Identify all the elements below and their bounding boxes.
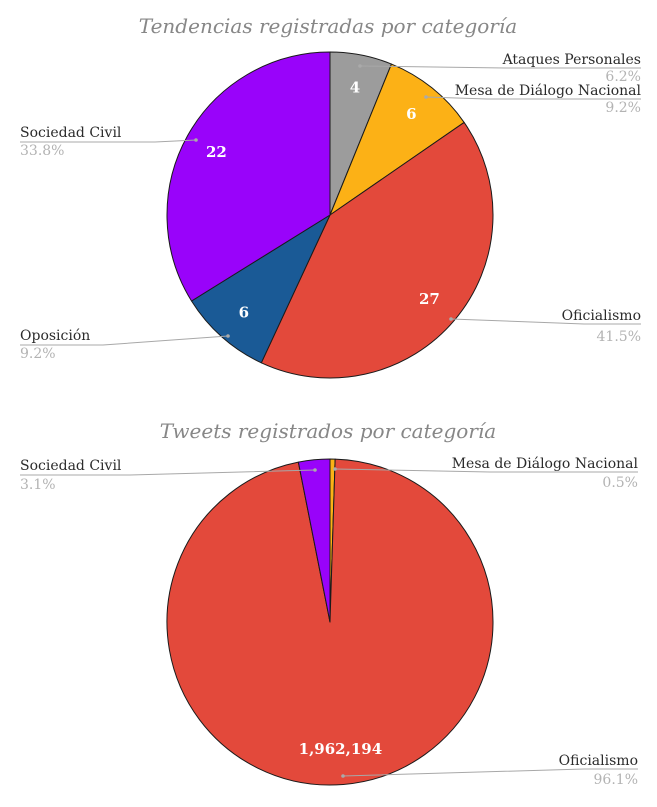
leader-dot-oficialismo-tweets <box>341 774 345 778</box>
tweets-chart-title: Tweets registrados por categoría <box>160 419 496 443</box>
trends-chart-title: Tendencias registradas por categoría <box>139 14 517 38</box>
tweets-pie <box>166 458 494 786</box>
label-sociedad-civil-tweets: Sociedad Civil <box>20 458 122 474</box>
label-oposicion: Oposición <box>20 328 90 344</box>
label-mesa-dialogo-trends: Mesa de Diálogo Nacional <box>455 83 642 99</box>
leader-dot-oficialismo-trends <box>449 317 453 321</box>
pct-oposicion: 9.2% <box>20 346 56 362</box>
pct-ataques-personales: 6.2% <box>605 69 641 85</box>
value-label-mesa-de-dialogo-nacional: 6 <box>406 105 416 123</box>
leader-line-oficialismo-trends <box>450 318 641 325</box>
label-oficialismo-tweets: Oficialismo <box>559 753 638 769</box>
trends-pie <box>166 51 494 379</box>
leader-dot-mesa-dialogo-trends <box>424 95 428 99</box>
pie-slice-oficialismo <box>260 121 494 379</box>
leader-dot-ataques-personales <box>358 64 362 68</box>
tweets-pie-value-labels: 1,962,194 <box>299 740 383 758</box>
leader-line-ataques-personales <box>359 65 641 69</box>
pie-slice-sociedad-civil <box>297 458 331 623</box>
pct-sociedad-civil-tweets: 3.1% <box>20 477 56 493</box>
leader-line-mesa-dialogo-tweets <box>334 468 638 473</box>
label-mesa-dialogo-tweets: Mesa de Diálogo Nacional <box>452 456 639 472</box>
pct-oficialismo-tweets: 96.1% <box>594 772 638 788</box>
leader-line-oficialismo-tweets <box>342 768 638 777</box>
leader-dot-oposicion <box>226 334 230 338</box>
pct-oficialismo-trends: 41.5% <box>597 329 641 345</box>
value-label-sociedad-civil: 22 <box>206 143 227 161</box>
leader-line-oposicion <box>20 335 229 346</box>
label-sociedad-civil-trends: Sociedad Civil <box>20 125 122 141</box>
value-label-oposicion: 6 <box>239 304 249 322</box>
pct-mesa-dialogo-trends: 9.2% <box>605 100 641 116</box>
label-oficialismo-trends: Oficialismo <box>562 308 641 324</box>
leader-dot-mesa-dialogo-tweets <box>333 467 337 471</box>
leader-line-sociedad-civil-trends <box>20 139 197 143</box>
value-label-ataques-personales: 4 <box>350 79 360 97</box>
value-label-oficialismo: 1,962,194 <box>299 740 383 758</box>
pie-slice-sociedad-civil <box>166 51 331 302</box>
pie-slice-oposicion <box>191 214 331 364</box>
leader-dot-sociedad-civil-tweets <box>313 468 317 472</box>
value-label-oficialismo: 27 <box>419 290 440 308</box>
label-ataques-personales: Ataques Personales <box>502 52 641 68</box>
pie-slice-mesa-de-dialogo-nacional <box>329 63 465 216</box>
pct-sociedad-civil-trends: 33.8% <box>20 143 64 159</box>
pct-mesa-dialogo-tweets: 0.5% <box>602 475 638 491</box>
leader-dot-sociedad-civil-trends <box>194 138 198 142</box>
leader-line-sociedad-civil-tweets <box>20 469 316 476</box>
trends-pie-value-labels: 4 6 27 6 22 <box>206 79 440 322</box>
leader-line-mesa-dialogo-trends <box>425 96 641 100</box>
